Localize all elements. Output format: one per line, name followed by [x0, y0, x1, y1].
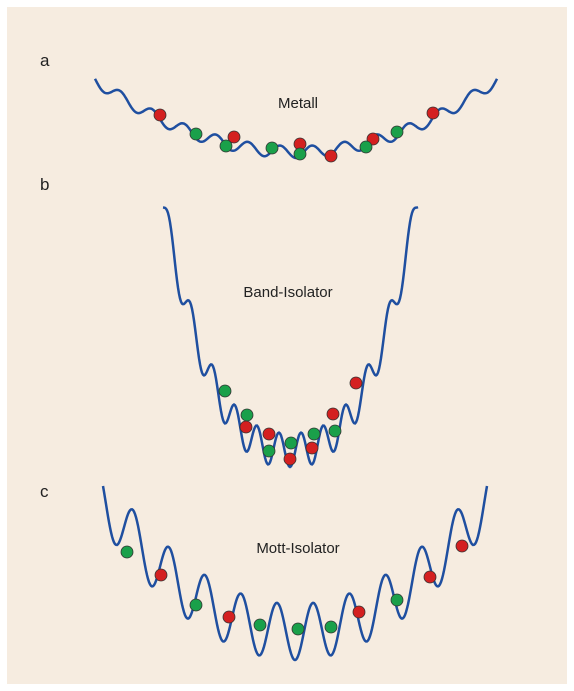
- panel-title: Mott-Isolator: [256, 540, 339, 557]
- panel-letter: b: [40, 175, 49, 194]
- particle: [254, 619, 266, 631]
- panel-letter: a: [40, 51, 50, 70]
- particle: [223, 611, 235, 623]
- panel-letter: c: [40, 482, 49, 501]
- particle: [306, 442, 318, 454]
- particle: [325, 621, 337, 633]
- particle: [121, 546, 133, 558]
- particle: [308, 428, 320, 440]
- particle: [220, 140, 232, 152]
- panel-title: Band-Isolator: [243, 284, 332, 301]
- particle: [391, 126, 403, 138]
- particle: [329, 425, 341, 437]
- particle: [350, 377, 362, 389]
- particle: [241, 409, 253, 421]
- particle: [353, 606, 365, 618]
- particle: [219, 385, 231, 397]
- particle: [240, 421, 252, 433]
- particle: [391, 594, 403, 606]
- particle: [154, 109, 166, 121]
- particle: [360, 141, 372, 153]
- particle: [263, 445, 275, 457]
- particle: [284, 453, 296, 465]
- particle: [327, 408, 339, 420]
- particle: [263, 428, 275, 440]
- particle: [190, 128, 202, 140]
- panel-title: Metall: [278, 95, 318, 112]
- particle: [285, 437, 297, 449]
- particle: [325, 150, 337, 162]
- diagram: a b c Metall Band-Isolator Mott-Isolator: [0, 0, 574, 691]
- particle: [292, 623, 304, 635]
- particle: [294, 148, 306, 160]
- particle: [190, 599, 202, 611]
- particle: [456, 540, 468, 552]
- particle: [424, 571, 436, 583]
- particle: [155, 569, 167, 581]
- particle: [427, 107, 439, 119]
- particle: [266, 142, 278, 154]
